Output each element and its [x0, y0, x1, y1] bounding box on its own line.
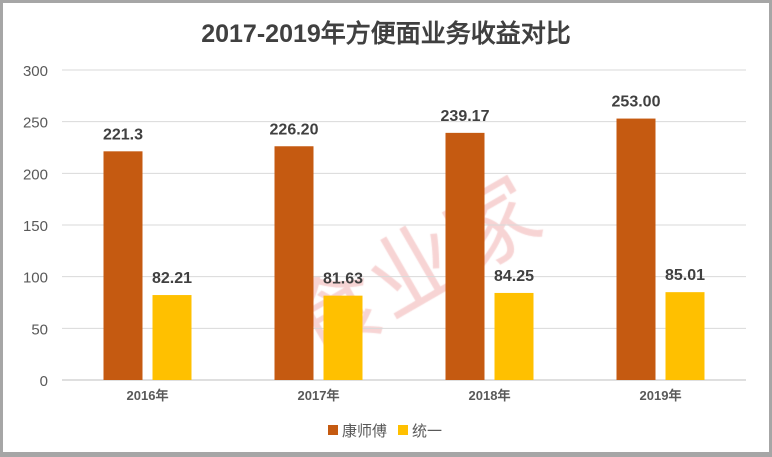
legend-swatch [398, 425, 408, 435]
bar [445, 132, 485, 380]
bar [323, 295, 363, 380]
x-tick-label: 2018年 [469, 388, 511, 403]
x-tick-label: 2019年 [640, 388, 682, 403]
data-label: 221.3 [103, 126, 143, 143]
y-tick-label: 100 [23, 270, 48, 287]
bar [616, 118, 656, 381]
data-label: 239.17 [441, 108, 490, 125]
bar [274, 146, 314, 380]
bar [665, 292, 705, 380]
bar [152, 295, 192, 380]
x-tick-label: 2017年 [298, 388, 340, 403]
x-tick-label: 2016年 [127, 388, 169, 403]
y-tick-label: 200 [23, 166, 48, 183]
y-tick-label: 0 [40, 373, 48, 390]
legend-swatch [328, 425, 338, 435]
y-tick-label: 300 [23, 63, 48, 80]
data-label: 85.01 [665, 267, 705, 284]
legend-label: 统一 [412, 423, 442, 440]
data-label: 82.21 [152, 270, 192, 287]
data-label: 81.63 [323, 271, 363, 288]
data-label: 226.20 [270, 121, 319, 138]
y-tick-label: 250 [23, 115, 48, 132]
legend-label: 康师傅 [342, 423, 387, 440]
bar [494, 292, 534, 380]
data-label: 84.25 [494, 268, 534, 285]
y-tick-label: 150 [23, 218, 48, 235]
legend: 康师傅 统一 [328, 423, 442, 440]
chart-title: 2017-2019年方便面业务收益对比 [201, 19, 571, 48]
y-tick-label: 50 [31, 321, 48, 338]
bar [103, 151, 143, 380]
data-label: 253.00 [612, 94, 661, 111]
